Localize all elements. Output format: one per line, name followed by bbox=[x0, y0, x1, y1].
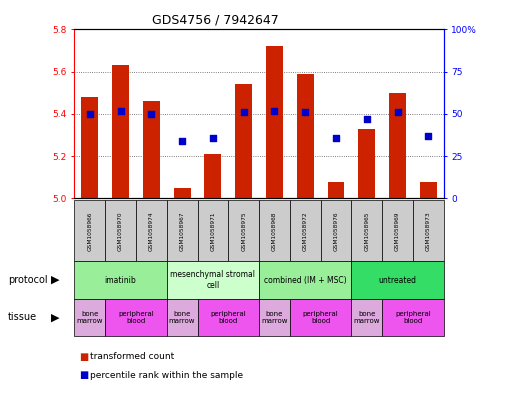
Point bbox=[270, 107, 279, 114]
Text: peripheral
blood: peripheral blood bbox=[303, 311, 339, 324]
Text: GSM1058971: GSM1058971 bbox=[210, 211, 215, 251]
Text: percentile rank within the sample: percentile rank within the sample bbox=[90, 371, 243, 380]
Point bbox=[116, 107, 125, 114]
Bar bbox=[382, 200, 413, 261]
Bar bbox=[290, 200, 321, 261]
Bar bbox=[420, 182, 437, 198]
Bar bbox=[266, 46, 283, 198]
Text: ▶: ▶ bbox=[51, 275, 60, 285]
Text: bone
marrow: bone marrow bbox=[76, 311, 103, 324]
Point bbox=[363, 116, 371, 122]
Text: GSM1058975: GSM1058975 bbox=[241, 211, 246, 251]
Text: ■: ■ bbox=[80, 352, 89, 362]
Bar bbox=[74, 200, 105, 261]
Text: GDS4756 / 7942647: GDS4756 / 7942647 bbox=[152, 14, 279, 27]
Text: combined (IM + MSC): combined (IM + MSC) bbox=[264, 275, 347, 285]
Text: ▶: ▶ bbox=[51, 312, 60, 322]
Text: ■: ■ bbox=[80, 370, 89, 380]
Bar bbox=[105, 299, 167, 336]
Text: GSM1058972: GSM1058972 bbox=[303, 211, 308, 251]
Bar bbox=[327, 182, 344, 198]
Text: bone
marrow: bone marrow bbox=[261, 311, 288, 324]
Bar bbox=[259, 200, 290, 261]
Bar bbox=[74, 299, 105, 336]
Bar bbox=[413, 200, 444, 261]
Text: protocol: protocol bbox=[8, 275, 47, 285]
Bar bbox=[74, 261, 167, 299]
Bar bbox=[351, 261, 444, 299]
Bar bbox=[259, 299, 290, 336]
Point bbox=[209, 134, 217, 141]
Text: GSM1058967: GSM1058967 bbox=[180, 211, 185, 251]
Point bbox=[393, 109, 402, 116]
Text: transformed count: transformed count bbox=[90, 353, 174, 361]
Text: GSM1058970: GSM1058970 bbox=[118, 211, 123, 251]
Bar bbox=[358, 129, 375, 198]
Bar bbox=[81, 97, 98, 198]
Bar bbox=[297, 74, 313, 198]
Bar bbox=[167, 261, 259, 299]
Bar bbox=[204, 154, 222, 198]
Text: peripheral
blood: peripheral blood bbox=[118, 311, 154, 324]
Point bbox=[332, 134, 340, 141]
Text: tissue: tissue bbox=[8, 312, 37, 322]
Text: GSM1058969: GSM1058969 bbox=[395, 211, 400, 251]
Text: untreated: untreated bbox=[379, 275, 417, 285]
Text: GSM1058968: GSM1058968 bbox=[272, 211, 277, 251]
Text: bone
marrow: bone marrow bbox=[169, 311, 195, 324]
Text: GSM1058966: GSM1058966 bbox=[87, 211, 92, 251]
Bar bbox=[321, 200, 351, 261]
Bar bbox=[173, 188, 190, 198]
Bar bbox=[143, 101, 160, 198]
Text: bone
marrow: bone marrow bbox=[353, 311, 380, 324]
Text: imatinib: imatinib bbox=[105, 275, 136, 285]
Point bbox=[240, 109, 248, 116]
Text: GSM1058973: GSM1058973 bbox=[426, 211, 431, 251]
Bar bbox=[167, 200, 198, 261]
Point bbox=[301, 109, 309, 116]
Point bbox=[86, 111, 94, 117]
Text: peripheral
blood: peripheral blood bbox=[210, 311, 246, 324]
Bar bbox=[105, 200, 136, 261]
Bar bbox=[167, 299, 198, 336]
Text: mesenchymal stromal
cell: mesenchymal stromal cell bbox=[170, 270, 255, 290]
Bar bbox=[259, 261, 351, 299]
Point bbox=[178, 138, 186, 144]
Bar bbox=[351, 299, 382, 336]
Point bbox=[147, 111, 155, 117]
Bar bbox=[290, 299, 351, 336]
Bar bbox=[228, 200, 259, 261]
Bar bbox=[112, 65, 129, 198]
Text: peripheral
blood: peripheral blood bbox=[395, 311, 431, 324]
Text: GSM1058974: GSM1058974 bbox=[149, 211, 154, 251]
Text: GSM1058965: GSM1058965 bbox=[364, 211, 369, 251]
Bar bbox=[136, 200, 167, 261]
Bar bbox=[198, 200, 228, 261]
Point bbox=[424, 133, 432, 139]
Bar bbox=[382, 299, 444, 336]
Text: GSM1058976: GSM1058976 bbox=[333, 211, 339, 251]
Bar bbox=[389, 93, 406, 198]
Bar bbox=[198, 299, 259, 336]
Bar bbox=[351, 200, 382, 261]
Bar bbox=[235, 84, 252, 198]
